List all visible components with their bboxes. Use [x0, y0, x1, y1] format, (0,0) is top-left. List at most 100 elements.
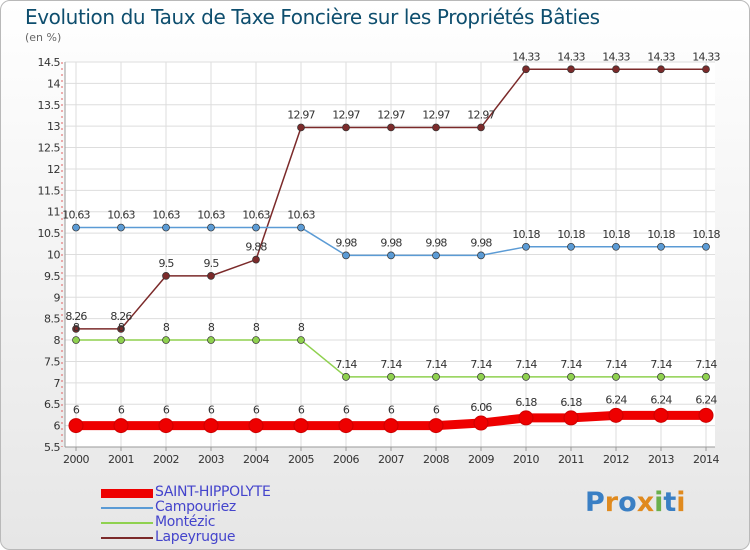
x-tick-label: 2002	[153, 453, 179, 466]
logo-letter: x	[636, 487, 655, 518]
data-point-mont-zic	[297, 336, 305, 344]
data-point-mont-zic	[657, 372, 665, 381]
data-label-mont-zic: 7.14	[335, 358, 357, 371]
data-label-lapeyrugue: 12.97	[287, 108, 315, 121]
data-label-lapeyrugue: 9.88	[245, 241, 267, 254]
y-tick-label: 14.5	[38, 56, 61, 69]
data-point-campouriez	[387, 251, 395, 260]
data-point-campouriez	[342, 251, 350, 260]
data-point-lapeyrugue	[522, 65, 530, 74]
data-label-lapeyrugue: 8.26	[110, 310, 132, 323]
data-point-mont-zic	[387, 372, 395, 381]
data-label-mont-zic: 8	[208, 321, 215, 334]
data-point-lapeyrugue	[117, 325, 125, 333]
y-tick-label: 11	[47, 206, 60, 219]
data-label-lapeyrugue: 9.5	[158, 257, 174, 270]
data-point-campouriez	[117, 223, 125, 232]
y-tick-label: 8.5	[44, 313, 60, 326]
data-label-mont-zic: 7.14	[560, 358, 582, 371]
data-label-campouriez: 9.98	[335, 236, 357, 249]
data-label-campouriez: 10.63	[62, 209, 90, 222]
y-tick-label: 7	[54, 377, 61, 390]
data-point-lapeyrugue	[567, 65, 575, 74]
data-label-lapeyrugue: 8.26	[65, 310, 87, 323]
legend-label: Lapeyrugue	[155, 529, 236, 545]
x-tick-label: 2004	[243, 453, 269, 466]
y-tick-label: 10.5	[38, 227, 61, 240]
data-label-campouriez: 9.98	[470, 236, 492, 249]
data-label-campouriez: 10.18	[692, 228, 720, 241]
data-label-lapeyrugue: 14.33	[602, 50, 630, 63]
data-point-saint-hippolyte	[428, 418, 444, 434]
x-tick-label: 2009	[468, 453, 494, 466]
x-tick-label: 2003	[198, 453, 224, 466]
data-label-saint-hippolyte: 6.18	[515, 396, 537, 409]
data-label-mont-zic: 8	[253, 321, 260, 334]
data-point-mont-zic	[162, 336, 170, 344]
data-point-lapeyrugue	[612, 65, 620, 74]
data-point-campouriez	[477, 251, 485, 260]
data-point-lapeyrugue	[72, 325, 80, 333]
data-point-campouriez	[702, 242, 710, 251]
data-point-mont-zic	[702, 372, 710, 381]
data-point-mont-zic	[72, 336, 80, 344]
data-point-lapeyrugue	[657, 65, 665, 74]
data-point-mont-zic	[207, 336, 215, 344]
data-point-saint-hippolyte	[68, 418, 84, 434]
data-point-saint-hippolyte	[518, 410, 534, 426]
data-point-mont-zic	[522, 372, 530, 381]
y-tick-label: 13	[47, 120, 60, 133]
y-tick-label: 13.5	[38, 99, 61, 112]
y-tick-label: 8	[54, 334, 61, 347]
data-point-mont-zic	[567, 372, 575, 381]
legend-swatch	[101, 537, 153, 539]
data-label-lapeyrugue: 14.33	[647, 50, 675, 63]
data-label-mont-zic: 7.14	[380, 358, 402, 371]
data-point-saint-hippolyte	[563, 410, 579, 426]
data-point-mont-zic	[432, 372, 440, 381]
data-label-lapeyrugue: 9.5	[203, 257, 219, 270]
x-tick-label: 2000	[63, 453, 89, 466]
data-label-saint-hippolyte: 6.24	[605, 393, 627, 406]
legend-swatch	[101, 488, 153, 498]
y-tick-label: 9	[54, 291, 61, 304]
data-label-lapeyrugue: 12.97	[332, 108, 360, 121]
data-point-saint-hippolyte	[113, 418, 129, 434]
data-point-lapeyrugue	[162, 272, 170, 280]
data-point-campouriez	[432, 251, 440, 260]
data-label-campouriez: 10.18	[557, 228, 585, 241]
proxiti-logo: Proxiti	[585, 487, 686, 518]
data-point-campouriez	[207, 223, 215, 232]
data-label-saint-hippolyte: 6.18	[560, 396, 582, 409]
data-label-lapeyrugue: 14.33	[692, 50, 720, 63]
y-tick-label: 12	[47, 163, 60, 176]
data-label-saint-hippolyte: 6	[298, 404, 305, 417]
data-label-lapeyrugue: 12.97	[467, 108, 495, 121]
data-label-mont-zic: 7.14	[425, 358, 447, 371]
x-tick-label: 2006	[333, 453, 359, 466]
data-label-mont-zic: 7.14	[650, 358, 672, 371]
legend-label: Montézic	[155, 514, 216, 530]
legend-swatch	[101, 522, 153, 524]
data-label-saint-hippolyte: 6.24	[695, 393, 717, 406]
x-tick-label: 2012	[603, 453, 629, 466]
data-point-saint-hippolyte	[338, 418, 354, 434]
x-tick-label: 2001	[108, 453, 134, 466]
y-tick-label: 10	[47, 249, 60, 262]
y-tick-label: 7.5	[44, 355, 60, 368]
data-point-lapeyrugue	[207, 272, 215, 280]
logo-letter: o	[618, 487, 637, 518]
x-tick-label: 2007	[378, 453, 404, 466]
data-point-saint-hippolyte	[203, 418, 219, 434]
data-point-campouriez	[72, 223, 80, 232]
data-point-campouriez	[657, 242, 665, 251]
data-label-saint-hippolyte: 6.24	[650, 393, 672, 406]
x-tick-label: 2008	[423, 453, 449, 466]
data-label-saint-hippolyte: 6	[433, 404, 440, 417]
data-label-campouriez: 9.98	[380, 236, 402, 249]
data-label-campouriez: 10.63	[152, 209, 180, 222]
data-point-lapeyrugue	[342, 123, 350, 132]
y-tick-label: 9.5	[44, 270, 60, 283]
y-tick-label: 5.5	[44, 441, 60, 454]
